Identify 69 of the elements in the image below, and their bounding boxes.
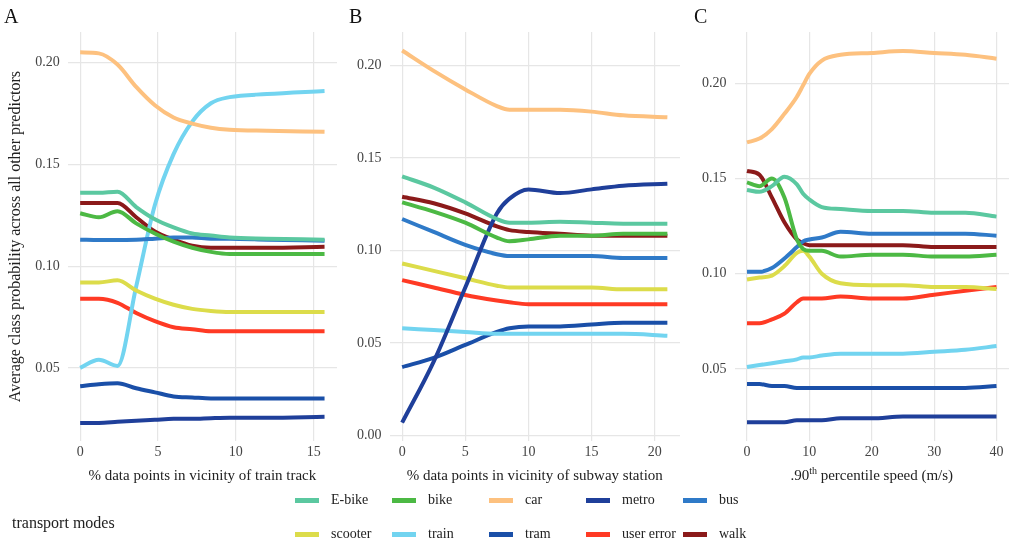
y-tick-label: 0.15 — [35, 156, 60, 171]
legend-title: transport modes — [12, 514, 115, 532]
line-series — [744, 49, 999, 145]
line-series — [744, 168, 999, 250]
legend-label: tram — [525, 526, 551, 542]
legend-label: user error — [622, 526, 677, 542]
y-tick-label: 0.05 — [357, 334, 382, 350]
line-series — [744, 344, 999, 369]
chart-title: C — [694, 5, 708, 28]
line-series — [400, 48, 670, 120]
line-series — [78, 296, 327, 334]
line-series — [78, 50, 327, 134]
line-series — [400, 261, 670, 292]
line-series — [744, 176, 999, 259]
x-tick-label: 5 — [461, 444, 469, 460]
x-tick-label: 15 — [306, 444, 321, 460]
line-series — [78, 189, 327, 242]
y-tick-label: 0.10 — [702, 265, 727, 281]
line-series — [400, 181, 670, 425]
line-series — [744, 248, 999, 291]
line-series — [744, 285, 999, 326]
chart-title: A — [4, 5, 19, 28]
x-axis-title: % data points in vicinity of subway station — [406, 467, 664, 483]
y-tick-label: 0.20 — [702, 75, 727, 91]
line-series — [400, 326, 670, 338]
line-series — [78, 381, 327, 401]
legend-label: train — [428, 526, 454, 542]
line-series — [400, 320, 670, 370]
line-series — [78, 414, 327, 425]
legend-label: bike — [428, 492, 453, 508]
x-tick-label: 10 — [228, 444, 243, 460]
legend-label: walk — [719, 526, 747, 542]
x-axis-title: % data points in vicinity of train track — [88, 467, 317, 483]
line-series — [744, 229, 999, 274]
x-tick-label: 20 — [647, 444, 662, 460]
x-tick-label: 15 — [584, 444, 599, 460]
line-series — [744, 174, 999, 219]
y-axis-title: Average class probability across all other predictors — [5, 71, 24, 403]
legend-label: scooter — [331, 526, 372, 542]
x-tick-label: 20 — [864, 444, 879, 460]
line-series — [78, 89, 327, 370]
legend-label: bus — [719, 492, 739, 508]
legend-label: metro — [622, 492, 655, 508]
line-series — [78, 278, 327, 314]
y-tick-label: 0.10 — [357, 242, 382, 258]
y-tick-label: 0.15 — [357, 149, 382, 165]
legend-label: car — [525, 492, 543, 508]
x-tick-label: 0 — [76, 444, 84, 460]
chart-title: B — [349, 5, 363, 28]
x-tick-label: 5 — [154, 444, 162, 460]
y-tick-label: 0.05 — [35, 359, 60, 375]
y-tick-label: 0.20 — [357, 57, 382, 72]
line-series — [400, 174, 670, 226]
legend-label: E-bike — [331, 492, 369, 508]
y-tick-label: 0.05 — [702, 360, 727, 376]
line-series — [400, 217, 670, 260]
x-tick-label: 10 — [521, 444, 536, 460]
x-tick-label: 10 — [802, 444, 817, 460]
y-tick-label: 0.20 — [35, 54, 60, 70]
x-tick-label: 40 — [989, 444, 1004, 460]
y-tick-label: 0.15 — [702, 170, 727, 186]
x-tick-label: 0 — [398, 444, 406, 460]
line-series — [78, 209, 327, 256]
x-tick-label: 30 — [927, 444, 942, 460]
x-tick-label: 0 — [743, 444, 751, 460]
y-tick-label: 0.10 — [35, 257, 60, 273]
line-series — [400, 278, 670, 307]
y-tick-label: 0.00 — [357, 427, 382, 443]
line-series — [400, 200, 670, 244]
